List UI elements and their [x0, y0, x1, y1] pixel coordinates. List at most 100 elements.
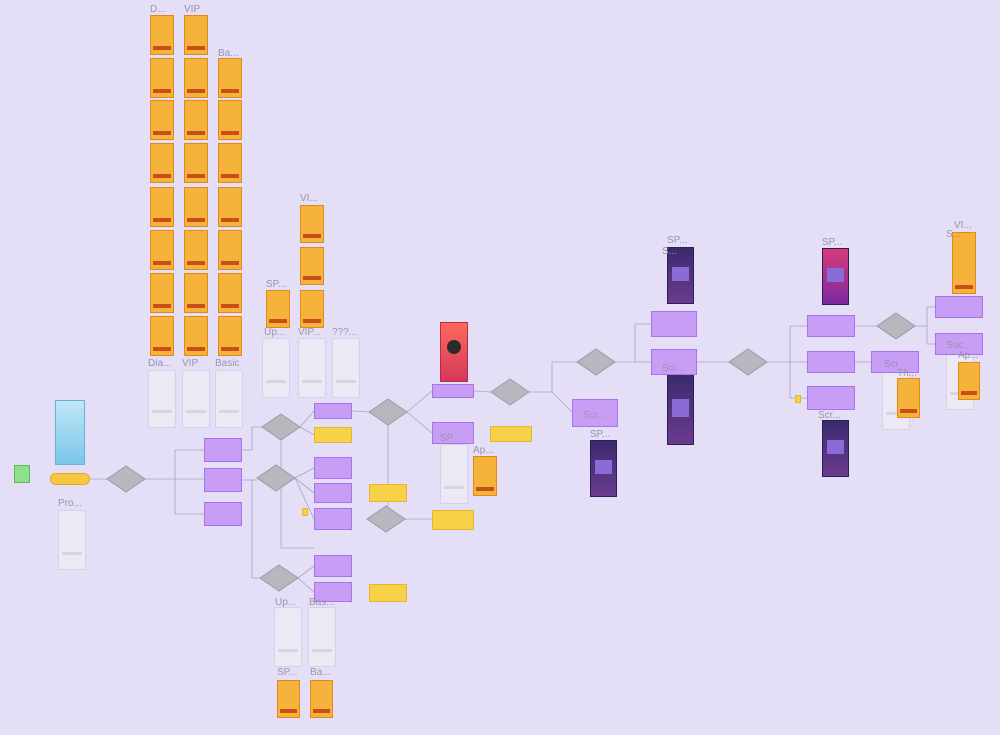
note: [935, 296, 983, 318]
frame-label: Th...: [897, 368, 918, 379]
frame-label: SP: [440, 433, 454, 444]
frame-bar: [152, 410, 172, 413]
frame-label: VIP...: [298, 327, 322, 338]
note: [204, 502, 242, 526]
connector: [767, 325, 807, 363]
frame-label: D...: [150, 4, 166, 15]
screen-button: [153, 218, 171, 222]
frame: [148, 370, 176, 428]
frame-bar: [444, 486, 464, 489]
note: [572, 399, 618, 427]
connector: [297, 577, 315, 593]
sticky: [14, 465, 30, 483]
screen-card: [827, 439, 844, 455]
screen-button: [153, 89, 171, 93]
frame-label: Ba...: [310, 667, 331, 678]
screen-button: [153, 304, 171, 308]
frame: [182, 370, 210, 428]
note: [807, 351, 855, 373]
frame: [308, 607, 336, 667]
note: [314, 555, 352, 577]
screen-button: [303, 234, 321, 238]
connector: [145, 449, 204, 480]
screen-button: [221, 89, 239, 93]
decision: [259, 564, 299, 592]
frame-label: ???...: [332, 327, 358, 338]
connector: [789, 362, 807, 399]
decision: [490, 378, 530, 406]
screen-button: [900, 409, 917, 413]
frame-label: Scr: [884, 359, 899, 370]
decision: [261, 413, 301, 441]
frame-bar: [266, 380, 286, 383]
screen-button: [153, 174, 171, 178]
screen-button: [153, 347, 171, 351]
screen-button: [221, 261, 239, 265]
note: [314, 582, 352, 602]
frame-label: Suc...: [946, 340, 972, 351]
frame-bar: [219, 410, 239, 413]
screen-button: [187, 89, 205, 93]
screen-button: [153, 261, 171, 265]
note: [204, 438, 242, 462]
screen-button: [187, 304, 205, 308]
frame-label: VI...: [300, 193, 318, 204]
frame-label: Up...: [264, 327, 286, 338]
screen-card: [827, 267, 844, 283]
frame: [332, 338, 360, 398]
connector: [297, 565, 315, 579]
decision: [256, 464, 296, 492]
connector: [529, 361, 577, 393]
decision: [876, 312, 916, 340]
screen-button: [187, 174, 205, 178]
frame-label: Ap...: [473, 445, 494, 456]
frame-bar: [302, 380, 322, 383]
screen: [952, 232, 976, 294]
screen: [958, 362, 980, 400]
frame-label: SP...: [667, 235, 688, 246]
frame-bar: [62, 552, 82, 555]
screen-button: [269, 319, 287, 323]
screen-card: [672, 398, 689, 417]
frame-label: S...: [946, 229, 962, 240]
screen: [667, 247, 694, 304]
frame-label: VI...: [954, 220, 972, 231]
frame-label: Basic: [215, 358, 240, 369]
connector: [406, 411, 433, 434]
connector: [915, 306, 935, 327]
note: [935, 333, 983, 355]
frame-label: Pro...: [58, 498, 82, 509]
frame: [298, 338, 326, 398]
frame-bar: [336, 380, 356, 383]
frame-label: Ap...: [958, 350, 979, 361]
screen-button: [313, 709, 330, 713]
frame-label: Bas...: [309, 597, 335, 608]
connector: [174, 479, 204, 515]
note: [204, 468, 242, 492]
screen-button: [221, 347, 239, 351]
connector: [294, 477, 315, 520]
note: [432, 422, 474, 444]
note: [369, 584, 407, 602]
frame: [262, 338, 290, 398]
screen: [310, 680, 333, 718]
note: [314, 403, 352, 419]
decision: [366, 505, 406, 533]
screen: [277, 680, 300, 718]
screen-card: [595, 459, 612, 475]
screen-button: [153, 131, 171, 135]
screen-button: [221, 174, 239, 178]
connector: [280, 440, 314, 549]
connector: [299, 426, 315, 436]
frame-label: Scr...: [818, 410, 841, 421]
frame-bar: [886, 412, 906, 415]
frame-label: SP...: [590, 429, 611, 440]
frame: [58, 510, 86, 570]
frame-label: Scr...: [583, 410, 606, 421]
decision: [576, 348, 616, 376]
screen-button: [221, 304, 239, 308]
connector: [551, 391, 573, 413]
frame-bar: [186, 410, 206, 413]
connector: [351, 410, 370, 413]
